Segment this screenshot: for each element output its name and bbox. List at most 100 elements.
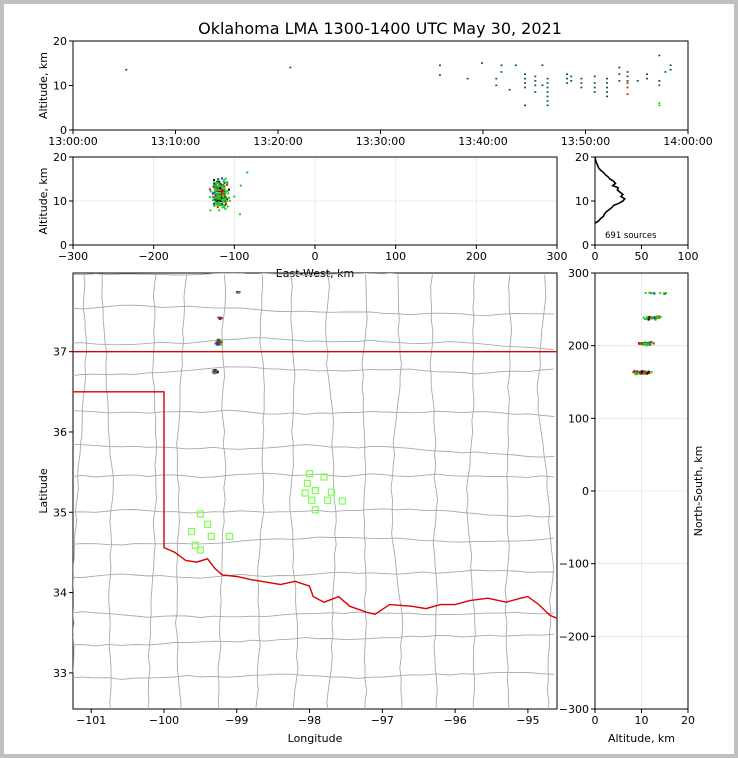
county-line bbox=[73, 536, 555, 546]
county-line bbox=[429, 274, 438, 709]
ew-height-source bbox=[216, 182, 219, 185]
time-height-ylabel: Altitude, km bbox=[37, 52, 50, 119]
time-height-source bbox=[669, 68, 672, 71]
time-height-source bbox=[524, 73, 527, 75]
ew-height-frame bbox=[72, 156, 558, 246]
ns-height-xlabel: Altitude, km bbox=[608, 732, 675, 745]
ew-height-source bbox=[212, 202, 215, 205]
time-height-source bbox=[514, 64, 517, 67]
ew-height-xtick-label: 0 bbox=[312, 250, 319, 263]
ns-height-source bbox=[649, 342, 652, 345]
ns-height-frame bbox=[594, 272, 689, 710]
plan-view-xlabel: Longitude bbox=[288, 732, 343, 745]
ew-height-source bbox=[225, 200, 228, 203]
ns-height-source bbox=[648, 291, 651, 294]
time-height-axes: 13:00:00 13:10:00 13:20:00 13:30:00 13:40:00… bbox=[37, 35, 713, 148]
county-line bbox=[73, 569, 555, 579]
ns-height-source bbox=[659, 292, 662, 295]
ew-height-xtick-label: 100 bbox=[385, 250, 406, 263]
source-count-annotation: 691 sources bbox=[605, 231, 657, 241]
time-height-source bbox=[658, 84, 661, 87]
ew-height-source bbox=[217, 188, 220, 191]
ns-height-source bbox=[641, 370, 644, 373]
ew-height-source bbox=[217, 192, 220, 195]
ns-height-source bbox=[646, 372, 649, 375]
plan-view-sources bbox=[211, 290, 241, 375]
plan-view-ytick-label: 37 bbox=[53, 346, 67, 359]
ew-height-source bbox=[221, 177, 224, 180]
ns-height-source bbox=[659, 316, 662, 319]
county-line bbox=[73, 633, 555, 647]
ns-height-source bbox=[662, 292, 665, 295]
time-height-source bbox=[495, 84, 498, 87]
ew-height-source bbox=[223, 187, 226, 190]
ns-height-ytick-label: 300 bbox=[568, 267, 589, 280]
station-marker bbox=[191, 541, 199, 549]
ew-height-source bbox=[212, 191, 215, 194]
ns-height-source bbox=[645, 343, 648, 346]
station-marker bbox=[196, 546, 204, 554]
ew-height-source bbox=[217, 178, 220, 181]
ns-height-source bbox=[658, 315, 661, 318]
ew-height-source bbox=[222, 185, 225, 188]
county-line bbox=[536, 274, 554, 709]
ns-height-ylabel: North-South, km bbox=[692, 446, 705, 537]
time-height-source bbox=[626, 80, 629, 82]
plan-view-source bbox=[217, 316, 220, 319]
time-height-source bbox=[500, 64, 503, 67]
altitude-histogram-xtick-label: 50 bbox=[635, 250, 649, 263]
ew-height-source bbox=[216, 201, 219, 204]
plan-view-source bbox=[216, 339, 219, 342]
ns-height-source bbox=[648, 372, 651, 375]
ns-height-source bbox=[647, 341, 650, 344]
county-line bbox=[101, 274, 114, 709]
ew-height-source bbox=[213, 178, 216, 181]
ns-height-source bbox=[633, 369, 636, 372]
state-border-south bbox=[73, 391, 557, 619]
ew-height-source bbox=[213, 196, 216, 199]
ew-height-source bbox=[224, 196, 227, 199]
time-height-source bbox=[289, 66, 292, 69]
time-height-source bbox=[606, 91, 609, 93]
county-line bbox=[147, 274, 158, 709]
ew-height-source bbox=[223, 203, 226, 206]
ew-height-source bbox=[209, 209, 212, 212]
ew-height-source bbox=[218, 193, 221, 196]
time-height-source bbox=[546, 104, 549, 107]
ew-height-source bbox=[217, 190, 220, 193]
ew-height-source bbox=[216, 197, 219, 200]
time-height-source bbox=[500, 71, 503, 73]
ew-height-xtick-label: 200 bbox=[466, 250, 487, 263]
ew-height-source bbox=[215, 203, 218, 206]
ew-height-source bbox=[213, 204, 216, 207]
ns-height-source bbox=[649, 343, 652, 346]
ew-height-source bbox=[228, 199, 231, 202]
altitude-histogram-ytick-label: 10 bbox=[575, 195, 589, 208]
plan-view-ytick-label: 35 bbox=[53, 506, 67, 519]
plan-view-ytick-label: 33 bbox=[53, 667, 67, 680]
time-height-source bbox=[580, 82, 583, 84]
ns-height-ytick-label: −200 bbox=[559, 630, 589, 643]
ew-height-sources bbox=[208, 171, 249, 216]
ew-height-source bbox=[226, 205, 229, 208]
county-line bbox=[73, 611, 555, 618]
county-line bbox=[73, 366, 555, 376]
ns-height-source bbox=[637, 372, 640, 375]
ew-height-source bbox=[216, 198, 219, 201]
ns-height-source bbox=[646, 316, 649, 319]
time-height-xtick-label: 13:10:00 bbox=[151, 135, 200, 148]
ew-height-source bbox=[219, 182, 222, 185]
time-height-source bbox=[524, 77, 527, 80]
ns-height-sources bbox=[632, 291, 667, 376]
time-height-source bbox=[541, 84, 544, 87]
plan-view-source bbox=[237, 291, 240, 294]
ew-height-source bbox=[211, 192, 214, 195]
ew-height-source bbox=[218, 209, 221, 212]
plan-view-source bbox=[211, 371, 214, 374]
time-height-source bbox=[546, 77, 549, 80]
ns-height-source bbox=[632, 371, 635, 374]
ew-height-source bbox=[213, 191, 216, 194]
altitude-histogram-ytick-label: 0 bbox=[582, 239, 589, 252]
county-line bbox=[217, 274, 227, 709]
